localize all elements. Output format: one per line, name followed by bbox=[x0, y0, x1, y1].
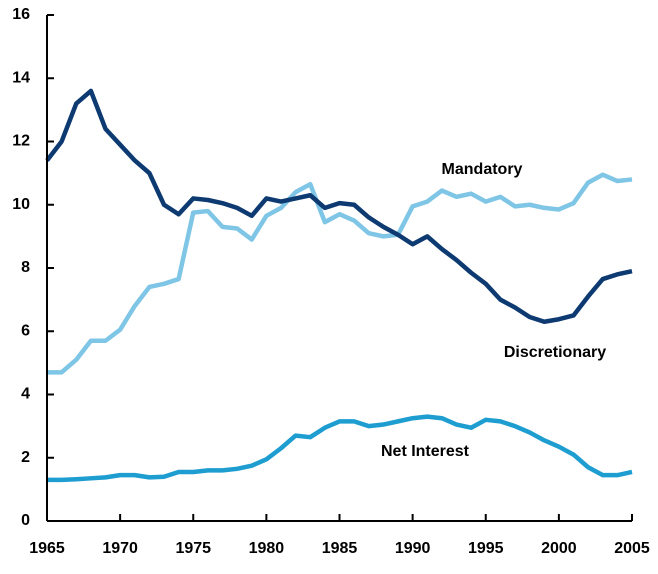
y-tick-label: 8 bbox=[21, 259, 30, 276]
x-tick-label: 1990 bbox=[395, 540, 431, 557]
y-tick-label: 6 bbox=[21, 322, 30, 339]
y-tick-label: 4 bbox=[21, 386, 30, 403]
series-line bbox=[47, 414, 633, 483]
y-tick-label: 16 bbox=[12, 6, 30, 23]
x-tick-label: 1995 bbox=[468, 540, 504, 557]
y-tick-label: 10 bbox=[12, 196, 30, 213]
x-tick-label: 2000 bbox=[541, 540, 577, 557]
y-tick-label: 0 bbox=[21, 512, 30, 529]
y-tick-label: 2 bbox=[21, 449, 30, 466]
series-line bbox=[45, 88, 633, 325]
x-tick-label: 1975 bbox=[175, 540, 211, 557]
y-tick-label: 14 bbox=[12, 69, 30, 86]
series-line bbox=[47, 172, 633, 375]
series-label: Discretionary bbox=[504, 344, 606, 361]
series-label: Mandatory bbox=[442, 161, 523, 178]
y-tick-label: 12 bbox=[12, 133, 30, 150]
x-tick-label: 1980 bbox=[249, 540, 285, 557]
x-tick-label: 2005 bbox=[614, 540, 650, 557]
x-tick-label: 1970 bbox=[102, 540, 138, 557]
series-label: Net Interest bbox=[381, 443, 470, 460]
x-tick-label: 1985 bbox=[322, 540, 358, 557]
x-tick-label: 1965 bbox=[29, 540, 65, 557]
